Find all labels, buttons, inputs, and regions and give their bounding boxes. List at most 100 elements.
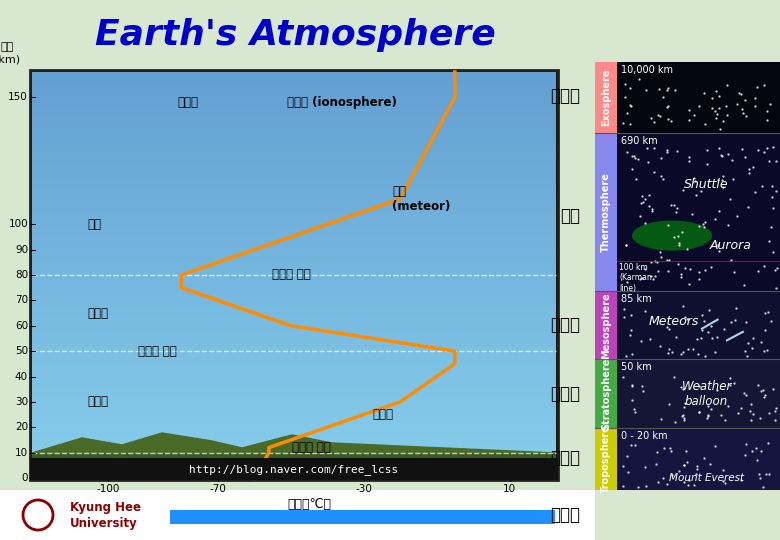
Point xyxy=(666,471,679,480)
Point xyxy=(742,202,754,211)
Point xyxy=(738,388,750,397)
Point xyxy=(686,344,699,353)
Point xyxy=(726,156,739,164)
Point xyxy=(761,116,774,125)
Point xyxy=(655,252,668,261)
Text: 10: 10 xyxy=(15,448,28,457)
Point xyxy=(628,151,640,160)
Point xyxy=(683,153,696,161)
Point xyxy=(693,222,705,231)
Point xyxy=(661,220,674,229)
Bar xyxy=(595,62,617,133)
Point xyxy=(740,439,753,448)
Point xyxy=(649,460,661,468)
Text: Thermosphere: Thermosphere xyxy=(601,172,611,252)
Point xyxy=(688,111,700,120)
Point xyxy=(700,159,713,168)
Point xyxy=(695,186,707,195)
Point xyxy=(722,150,735,158)
Point xyxy=(709,214,722,223)
Point xyxy=(759,326,771,334)
Text: Aurora: Aurora xyxy=(710,239,752,252)
Point xyxy=(625,441,637,450)
Point xyxy=(637,198,650,207)
Text: Weather
balloon: Weather balloon xyxy=(682,380,732,408)
Bar xyxy=(595,428,617,490)
Point xyxy=(648,271,661,280)
Bar xyxy=(30,458,558,480)
Text: Mesosphere: Mesosphere xyxy=(601,292,611,359)
Point xyxy=(676,302,689,311)
Point xyxy=(648,118,661,126)
Point xyxy=(619,92,632,101)
Point xyxy=(769,415,780,424)
Bar xyxy=(170,510,555,524)
Text: 10,000 km: 10,000 km xyxy=(621,65,673,75)
Point xyxy=(629,174,642,183)
Text: 열권: 열권 xyxy=(560,207,580,225)
Point xyxy=(653,85,665,93)
Point xyxy=(678,402,690,411)
Point xyxy=(676,348,689,357)
Point xyxy=(635,337,647,346)
Text: 중간권: 중간권 xyxy=(550,316,580,334)
Point xyxy=(693,268,705,276)
Point xyxy=(661,323,673,332)
Text: 70: 70 xyxy=(15,295,28,306)
Point xyxy=(665,447,678,455)
Point xyxy=(688,174,700,183)
Point xyxy=(739,96,751,105)
Point xyxy=(679,313,691,321)
Point xyxy=(673,240,686,249)
Point xyxy=(713,92,725,100)
Point xyxy=(701,146,714,154)
Point xyxy=(711,110,723,119)
Point xyxy=(749,94,761,103)
Point xyxy=(675,349,687,358)
Point xyxy=(661,147,673,156)
Point xyxy=(640,481,652,490)
Point xyxy=(682,345,694,353)
Point xyxy=(681,244,693,253)
Point xyxy=(683,265,696,274)
Point xyxy=(637,387,650,395)
Text: 0 - 20 km: 0 - 20 km xyxy=(621,431,668,441)
Point xyxy=(747,163,760,171)
Text: 열권: 열권 xyxy=(87,218,101,231)
Point xyxy=(754,414,767,423)
Point xyxy=(672,231,684,240)
Point xyxy=(625,310,637,319)
Point xyxy=(708,106,721,115)
Point xyxy=(626,152,639,160)
Point xyxy=(670,333,682,341)
Point xyxy=(677,384,690,393)
Point xyxy=(665,117,677,126)
Point xyxy=(618,304,630,313)
Point xyxy=(754,447,767,455)
Point xyxy=(712,176,725,185)
Point xyxy=(757,386,769,395)
Point xyxy=(620,148,633,157)
Point xyxy=(710,113,722,122)
Point xyxy=(703,306,715,315)
Point xyxy=(732,409,744,418)
Point xyxy=(751,83,764,91)
Point xyxy=(722,221,734,230)
Point xyxy=(762,439,775,448)
Point xyxy=(722,402,734,410)
Point xyxy=(712,207,725,215)
Point xyxy=(657,92,669,101)
Point xyxy=(762,307,775,316)
Point xyxy=(632,483,644,491)
Text: 높이: 높이 xyxy=(0,42,13,52)
Point xyxy=(699,120,711,129)
Point xyxy=(718,325,730,334)
Bar xyxy=(617,291,780,360)
Point xyxy=(648,256,661,265)
Point xyxy=(640,86,652,94)
Point xyxy=(678,461,690,469)
Point xyxy=(626,396,638,404)
Point xyxy=(757,482,769,491)
Point xyxy=(625,102,637,110)
Bar xyxy=(30,70,558,480)
